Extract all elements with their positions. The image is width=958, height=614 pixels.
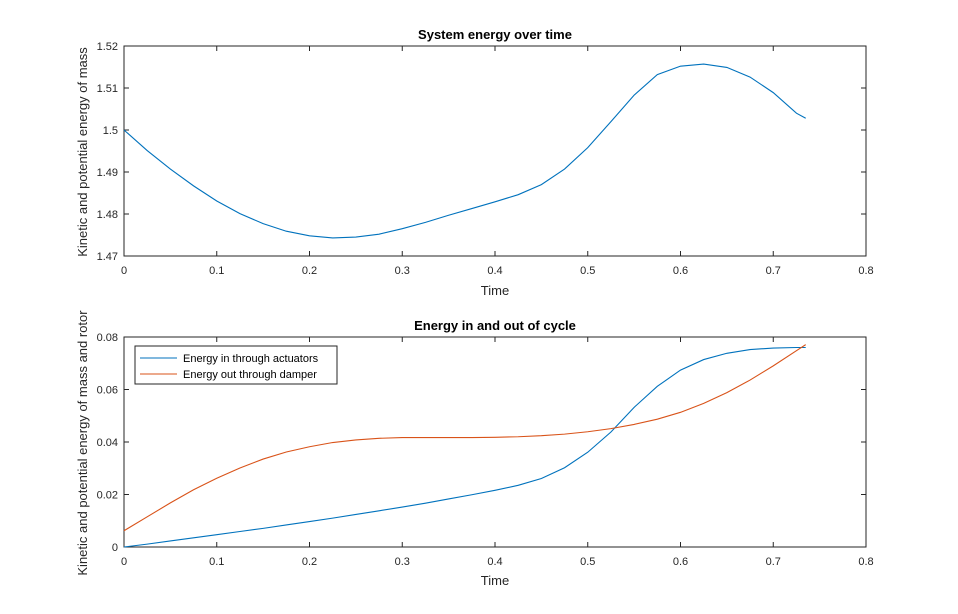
legend-entry: Energy in through actuators: [183, 353, 319, 365]
plot-area: [123, 45, 867, 257]
x-tick-label: 0.8: [858, 265, 873, 277]
x-tick-label: 0.5: [580, 556, 595, 568]
series-line-0: [123, 63, 806, 239]
energy-over-time-axes: System energy over time Time Kinetic and…: [75, 27, 874, 298]
y-tick-label: 1.52: [97, 41, 118, 53]
y-tick-label: 0.04: [97, 437, 118, 449]
energy-in-out-axes: Energy in and out of cycle Time Kinetic …: [75, 310, 874, 588]
x-tick-label: 0.2: [302, 265, 317, 277]
x-tick-label: 0: [121, 265, 127, 277]
y-axis-label: Kinetic and potential energy of mass: [75, 47, 90, 257]
y-tick-label: 1.47: [97, 251, 118, 263]
x-tick-label: 0.7: [766, 265, 781, 277]
y-tick-label: 1.49: [97, 167, 118, 179]
series-line-1: [123, 344, 807, 532]
y-tick-label: 1.51: [97, 83, 118, 95]
x-tick-label: 0.3: [395, 265, 410, 277]
y-tick-label: 0.02: [97, 490, 118, 502]
legend-entry: Energy out through damper: [183, 369, 317, 381]
y-tick-label: 1.5: [103, 125, 118, 137]
legend: [134, 345, 338, 385]
x-tick-label: 0.4: [487, 556, 502, 568]
x-tick-label: 0.6: [673, 265, 688, 277]
x-tick-label: 0.5: [580, 265, 595, 277]
series-line-0: [123, 346, 806, 548]
x-tick-label: 0.6: [673, 556, 688, 568]
x-tick-label: 0.7: [766, 556, 781, 568]
x-tick-label: 0.1: [209, 556, 224, 568]
y-tick-label: 0.08: [97, 332, 118, 344]
x-tick-label: 0: [121, 556, 127, 568]
y-tick-label: 0: [112, 542, 118, 554]
y-tick-label: 0.06: [97, 385, 118, 397]
x-tick-label: 0.2: [302, 556, 317, 568]
y-axis-label: Kinetic and potential energy of mass and…: [75, 310, 90, 576]
x-tick-label: 0.8: [858, 556, 873, 568]
x-axis-label: Time: [481, 283, 509, 298]
y-tick-label: 1.48: [97, 209, 118, 221]
x-tick-label: 0.3: [395, 556, 410, 568]
x-tick-label: 0.4: [487, 265, 502, 277]
x-tick-label: 0.1: [209, 265, 224, 277]
x-axis-label: Time: [481, 573, 509, 588]
chart-title: System energy over time: [418, 27, 572, 42]
chart-title: Energy in and out of cycle: [414, 318, 576, 333]
